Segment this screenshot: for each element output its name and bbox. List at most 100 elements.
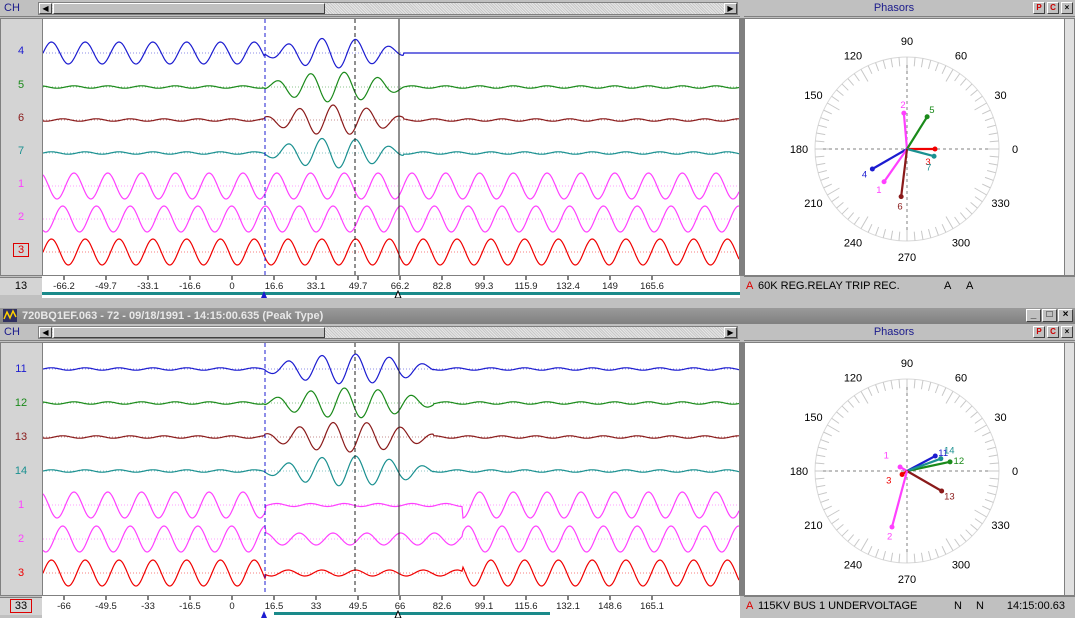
axis-tick-label: -33.1	[137, 281, 159, 292]
channel-number[interactable]: 1	[17, 178, 25, 190]
channel-waveform[interactable]	[43, 205, 739, 233]
phasor-tick	[875, 548, 880, 558]
bottom-time-axis[interactable]: -66 -49.5 -33 -16.5 0 16.5 33 49.5 66 82.6 99.1 115…	[42, 596, 740, 618]
phasor-tick	[989, 155, 999, 158]
vertical-splitter[interactable]	[740, 18, 744, 276]
scroll-left-button[interactable]: ◀	[39, 3, 52, 14]
phasor-tick	[920, 58, 924, 68]
phasor-tick	[927, 60, 932, 69]
channel-number[interactable]: 12	[14, 397, 28, 409]
phasor-angle-label: 180	[790, 144, 808, 156]
phasor-tick	[974, 102, 987, 111]
phasor-tick	[823, 505, 832, 511]
top-waveform-plot[interactable]	[43, 19, 739, 275]
phasor-vertical-scrollbar[interactable]	[1064, 19, 1074, 275]
close-button[interactable]: ×	[1058, 309, 1073, 322]
phasor-tick	[982, 431, 991, 437]
channel-number[interactable]: 2	[17, 211, 25, 223]
phasor-p-button[interactable]: P	[1033, 326, 1045, 338]
channel-waveform[interactable]	[43, 172, 739, 200]
maximize-button[interactable]: □	[1042, 309, 1057, 322]
channel-number[interactable]: 11	[15, 363, 27, 375]
phasor-tick	[890, 380, 894, 390]
channel-waveform[interactable]	[43, 559, 739, 587]
axis-tick-label: -33	[141, 601, 155, 612]
vertical-splitter[interactable]	[740, 342, 744, 596]
channel-waveform[interactable]	[43, 421, 739, 453]
channel-waveform[interactable]	[43, 455, 739, 487]
phasor-p-button[interactable]: P	[1033, 2, 1045, 14]
top-horizontal-scrollbar[interactable]: ◀ ▶	[38, 2, 738, 15]
channel-number[interactable]: 14	[14, 465, 28, 477]
phasor-vector-head	[932, 146, 938, 152]
top-time-axis[interactable]: -66.2 -49.7 -33.1 -16.6 0 16.6 33.1 49.7 66.2 82.…	[42, 276, 740, 298]
channel-number[interactable]: 2	[17, 533, 25, 545]
cursor-a-marker[interactable]	[261, 611, 267, 618]
phasor-tick	[847, 534, 855, 542]
phasor-vector-head	[947, 459, 953, 465]
phasor-tick	[927, 229, 932, 238]
phasor-tick	[853, 73, 860, 82]
scroll-thumb[interactable]	[53, 3, 325, 14]
channel-number[interactable]: 6	[17, 112, 25, 124]
axis-tick-label: 132.4	[556, 281, 580, 292]
channel-waveform[interactable]	[43, 525, 739, 553]
phasor-vector-head	[931, 153, 937, 159]
phasor-c-button[interactable]: C	[1047, 326, 1059, 338]
scroll-thumb[interactable]	[53, 327, 325, 338]
bottom-waveform-area[interactable]: 11 12 13 14 1 2 3	[0, 342, 740, 596]
phasor-angle-label: 270	[898, 574, 916, 586]
channel-number[interactable]: 3	[17, 567, 25, 579]
channel-waveform[interactable]	[43, 387, 739, 419]
phasor-tick	[836, 89, 844, 97]
phasor-tick	[987, 169, 996, 174]
phasor-tick	[841, 405, 849, 413]
time-range-bar[interactable]	[42, 292, 740, 295]
bottom-window-titlebar[interactable]: 720BQ1EF.063 - 72 - 09/18/1991 - 14:15:0…	[0, 308, 1075, 324]
cursor-a-marker[interactable]	[261, 291, 267, 298]
channel-number[interactable]: 4	[17, 45, 25, 57]
status-flag: N	[954, 600, 962, 612]
phasor-angle-label: 210	[804, 198, 822, 210]
scroll-right-button[interactable]: ▶	[724, 3, 737, 14]
phasor-tick	[941, 224, 947, 233]
phasor-angle-label: 30	[994, 90, 1006, 102]
phasor-c-button[interactable]: C	[1047, 2, 1059, 14]
channel-waveform[interactable]	[43, 71, 739, 103]
axis-tick-label: -49.5	[95, 601, 117, 612]
phasor-tick	[945, 391, 954, 404]
minimize-button[interactable]: _	[1026, 309, 1041, 322]
channel-number-selected[interactable]: 3	[1, 243, 41, 257]
phasor-vector	[906, 147, 935, 158]
channel-waveform[interactable]	[43, 238, 739, 266]
channel-number[interactable]: 13	[14, 431, 28, 443]
close-icon[interactable]: ×	[1061, 2, 1073, 14]
axis-tick-label: -16.5	[179, 601, 201, 612]
phasor-tick	[974, 417, 983, 424]
channel-waveform[interactable]	[43, 491, 739, 519]
channel-waveform[interactable]	[43, 104, 739, 135]
phasor-tick	[934, 62, 939, 72]
channel-number[interactable]: 7	[17, 145, 25, 157]
scroll-right-button[interactable]: ▶	[724, 327, 737, 338]
phasor-vector	[883, 148, 908, 183]
channel-number[interactable]: 5	[17, 79, 25, 91]
bottom-waveform-plot[interactable]	[43, 343, 739, 595]
phasor-vector	[902, 113, 909, 150]
cursor-b-marker[interactable]	[394, 609, 402, 618]
bottom-phasor-diagram: 90 60 30 0 330 300 270 240 210 180 150 120 11 12 14 1 3 1…	[744, 342, 1075, 596]
channel-waveform[interactable]	[43, 353, 739, 385]
channel-waveform[interactable]	[43, 137, 739, 169]
scroll-left-button[interactable]: ◀	[39, 327, 52, 338]
axis-tick-label: 0	[229, 281, 234, 292]
phasor-vertical-scrollbar[interactable]	[1064, 343, 1074, 595]
bottom-horizontal-scrollbar[interactable]: ◀ ▶	[38, 326, 738, 339]
phasor-tick	[836, 523, 844, 531]
top-waveform-area[interactable]: 4 5 6 7 1 2 3	[0, 18, 740, 276]
channel-waveform[interactable]	[43, 37, 739, 69]
close-icon[interactable]: ×	[1061, 326, 1073, 338]
cursor-b-marker[interactable]	[394, 289, 402, 298]
phasor-angle-label: 120	[844, 372, 862, 384]
time-range-bar[interactable]	[274, 612, 550, 615]
channel-number[interactable]: 1	[17, 499, 25, 511]
